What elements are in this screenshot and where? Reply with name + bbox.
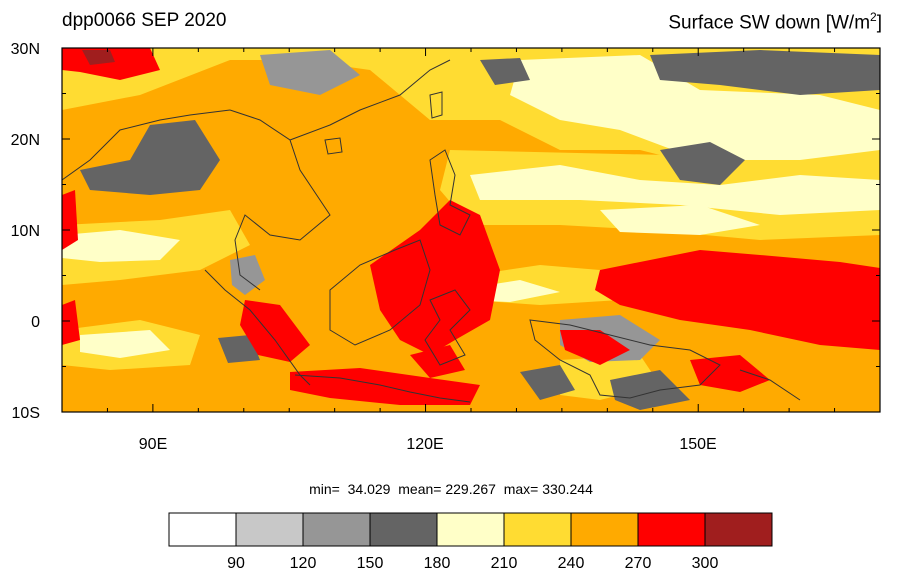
field-lightyellow-mid — [600, 205, 760, 235]
colorbar-label: 180 — [424, 555, 451, 572]
coastline-new-guinea — [529, 319, 721, 399]
lat-label-0: 0 — [31, 314, 40, 331]
lat-label-20n: 20N — [11, 132, 40, 149]
coastline-borneo — [329, 239, 431, 346]
coastline-sumatra — [204, 269, 311, 386]
field-red-sumatra — [240, 300, 310, 362]
lon-label-150e: 150E — [679, 436, 716, 453]
colorbar-swatch — [302, 512, 371, 547]
colorbar-swatch — [168, 512, 237, 547]
field-statistics: min= 34.029 mean= 229.267 max= 330.244 — [0, 481, 902, 497]
colorbar-label: 150 — [357, 555, 384, 572]
field-red-srilanka — [62, 300, 80, 345]
field-darkred-tibet — [82, 50, 115, 65]
field-lightyellow-north — [510, 55, 880, 160]
field-lightyellow-west — [62, 230, 180, 262]
colorbar-swatch — [503, 512, 572, 547]
colorbar-swatch — [704, 512, 773, 547]
coastline-taiwan — [429, 91, 443, 119]
field-cloud-east — [660, 142, 745, 185]
colorbar-swatch — [369, 512, 438, 547]
stat-mean-label: mean= — [398, 481, 442, 497]
field-cloud-banda — [520, 365, 575, 400]
stat-max-label: max= — [503, 481, 539, 497]
colorbar: 90 120 150 180 210 240 270 300 — [168, 512, 773, 572]
coastline-sulawesi — [424, 289, 471, 366]
colorbar-label: 210 — [491, 555, 518, 572]
colorbar-swatch — [436, 512, 505, 547]
field-cloud-indochina — [80, 120, 220, 195]
field-red-solomon — [690, 355, 770, 392]
coastline-philippines — [429, 149, 471, 236]
field-cloud-gray-north — [260, 50, 360, 95]
field-cloud-indian-ocean — [218, 335, 260, 363]
coastline-bay-of-bengal — [62, 109, 231, 181]
lat-label-30n: 30N — [11, 41, 40, 58]
stat-max-value: 330.244 — [542, 481, 593, 497]
colorbar-label: 120 — [290, 555, 317, 572]
field-lightyellow-central — [470, 165, 880, 215]
axis-ticks — [61, 47, 881, 413]
colorbar-label: 240 — [558, 555, 585, 572]
coastline-indochina — [229, 109, 331, 291]
lon-label-90e: 90E — [139, 436, 167, 453]
colorbar-swatch — [637, 512, 706, 547]
field-red-borneo-sulawesi — [370, 200, 500, 355]
coastline-hainan — [324, 137, 343, 155]
lat-label-10n: 10N — [11, 223, 40, 240]
field-lightyellow-sw — [80, 330, 170, 358]
shortwave-field — [62, 48, 880, 412]
coastline-south-china — [289, 59, 451, 141]
map-title: dpp0066 SEP 2020 — [62, 10, 227, 31]
colorbar-label: 270 — [625, 555, 652, 572]
field-cloud-china — [480, 58, 530, 85]
stat-min-label: min= — [309, 481, 340, 497]
lon-label-120e: 120E — [406, 436, 443, 453]
colorbar-swatch — [235, 512, 304, 547]
stat-mean-value: 229.267 — [445, 481, 496, 497]
lat-label-10s: 10S — [12, 405, 40, 422]
coastline-solomon — [739, 369, 801, 401]
coastlines — [62, 59, 801, 403]
stat-min-value: 34.029 — [347, 481, 391, 497]
colorbar-swatch — [570, 512, 639, 547]
field-cloud-northeast — [650, 50, 880, 95]
field-red-india — [62, 190, 78, 250]
field-red-pacific — [595, 250, 880, 350]
colorbar-label: 90 — [227, 555, 245, 572]
colorbar-label: 300 — [692, 555, 719, 572]
variable-title: Surface SW down [W/m2] — [668, 10, 882, 34]
coastline-java — [294, 374, 471, 403]
field-red-halmahera — [560, 330, 630, 365]
field-cloud-newguinea — [610, 370, 690, 410]
